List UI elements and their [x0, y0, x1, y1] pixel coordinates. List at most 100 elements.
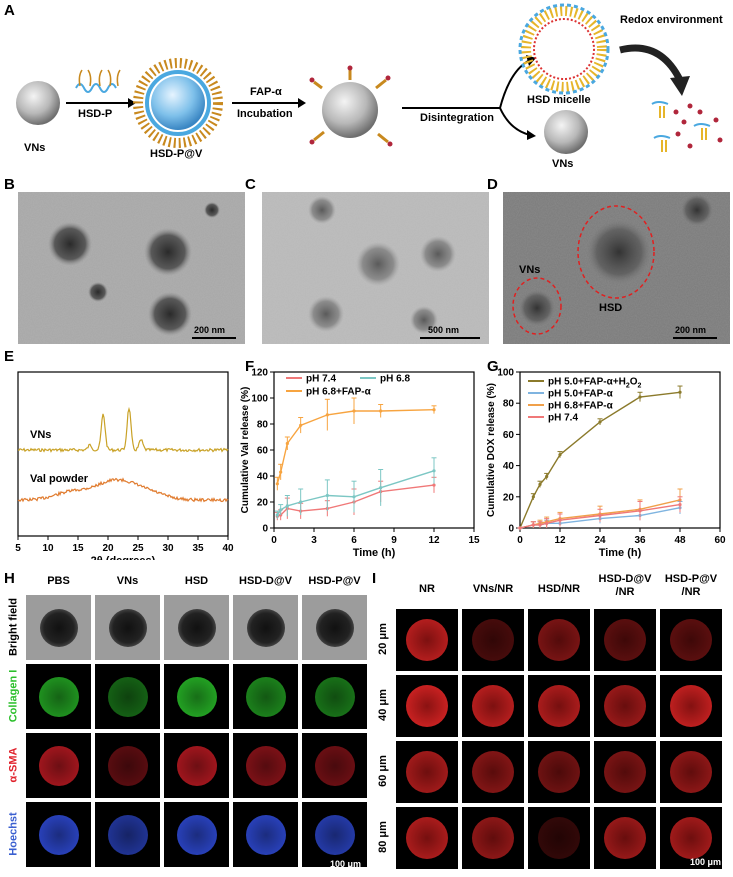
y-tick-label: 120: [251, 368, 268, 379]
y-tick-label: 60: [257, 446, 269, 457]
micrograph: [164, 595, 229, 660]
micrograph: [462, 675, 524, 737]
x-tick-label: 6: [351, 535, 357, 546]
micrograph: [528, 609, 590, 671]
data-point: [638, 395, 642, 399]
col-header: HSD/NR: [528, 583, 590, 596]
data-point: [352, 409, 356, 413]
scale-bar: [694, 869, 716, 871]
micrograph: [594, 741, 656, 803]
data-point: [299, 500, 303, 504]
data-point: [325, 413, 329, 417]
label-hsd-p: HSD-P: [78, 108, 113, 120]
data-point: [531, 523, 535, 527]
y-tick-label: 100: [497, 368, 514, 379]
x-tick-label: 30: [162, 543, 174, 554]
x-tick-label: 12: [428, 535, 440, 546]
x-tick-label: 12: [554, 535, 566, 546]
micrograph: [302, 802, 367, 867]
tem-d-hsd: HSD: [599, 302, 623, 314]
panel-label-g: G: [487, 358, 499, 375]
col-header-line: HSD/NR: [537, 583, 581, 595]
panel-label-d: D: [487, 176, 498, 193]
data-point: [538, 482, 542, 486]
axes-frame: [273, 371, 475, 529]
y-tick-label: 0: [262, 524, 268, 535]
data-point: [285, 504, 289, 508]
col-header: HSD-P@V/NR: [660, 573, 722, 599]
data-point: [598, 513, 602, 518]
x-axis-title: Time (h): [353, 547, 396, 559]
micrograph: [462, 807, 524, 869]
micrograph: [233, 664, 298, 729]
micrograph: [528, 675, 590, 737]
data-point: [285, 441, 289, 446]
micrograph: [660, 741, 722, 803]
x-tick-label: 0: [517, 535, 523, 546]
series-line: [17, 406, 229, 453]
col-header-line: HSD-D@V: [598, 573, 652, 585]
panel-label-e: E: [4, 348, 15, 365]
data-point: [432, 483, 436, 487]
micrograph: [95, 595, 160, 660]
x-tick-label: 3: [311, 535, 317, 546]
scale-bar: [334, 871, 358, 873]
legend-label: pH 6.8+FAP-α: [548, 401, 614, 412]
data-point: [531, 495, 535, 499]
row-label: Collagen I: [7, 669, 19, 722]
micrograph: [26, 802, 91, 867]
vns-particle: [16, 81, 60, 125]
micrograph: [660, 609, 722, 671]
axes-frame: [519, 371, 721, 529]
tem-image-b: 200 nm: [18, 192, 245, 344]
legend-label: pH 5.0+FAP-α+H2O2: [548, 377, 642, 390]
data-point: [432, 408, 436, 412]
panel-i-grid: NR VNs/NR HSD/NR HSD-D@V/NR HSD-P@V/NR 20 μm 4…: [372, 573, 733, 875]
y-tick-label: 20: [503, 492, 515, 503]
label-disintegration: Disintegration: [420, 112, 494, 124]
data-point: [352, 495, 356, 499]
micrograph: [528, 741, 590, 803]
series-line: [17, 477, 229, 503]
scale-b: 200 nm: [194, 325, 226, 335]
x-tick-label: 60: [714, 535, 726, 546]
row-label: Bright field: [7, 597, 19, 656]
scale-label: 100 μm: [690, 857, 722, 867]
schematic-a: [16, 3, 723, 154]
x-tick-label: 36: [634, 535, 646, 546]
micrograph: [462, 609, 524, 671]
x-tick-label: 20: [102, 543, 114, 554]
panel-label-a: A: [4, 2, 15, 19]
tem-image-c: 500 nm: [262, 192, 489, 344]
series-label: VNs: [30, 429, 51, 441]
micrograph: [164, 802, 229, 867]
label-vns: VNs: [24, 142, 46, 154]
x-tick-label: 15: [72, 543, 84, 554]
panel-h-grid: PBS VNs HSD HSD-D@V HSD-P@V Bright field Colla…: [0, 575, 372, 875]
panel-label-c: C: [245, 176, 256, 193]
col-header: PBS: [47, 575, 70, 587]
series-line: [276, 409, 435, 484]
tem-image-d: VNs HSD 200 nm: [503, 192, 730, 344]
row-label: α-SMA: [7, 747, 19, 782]
x-axis-title: Time (h): [599, 547, 642, 559]
scale-d: 200 nm: [675, 325, 707, 335]
x-tick-label: 35: [192, 543, 204, 554]
label-redox: Redox environment: [620, 14, 723, 26]
micrograph: [302, 664, 367, 729]
data-point: [379, 486, 383, 490]
micrograph: [594, 807, 656, 869]
label-hsd-p-v: HSD-P@V: [150, 148, 203, 160]
data-point: [678, 390, 682, 394]
micrograph: [95, 733, 160, 798]
micrograph: [528, 807, 590, 869]
data-point: [279, 508, 283, 512]
x-tick-label: 5: [15, 543, 21, 554]
data-point: [545, 521, 549, 525]
col-header: NR: [396, 583, 458, 596]
chart-e: 5 10 15 20 25 30 35 40 2θ (degrees) VNs Val powder: [15, 371, 234, 560]
x-tick-label: 9: [391, 535, 397, 546]
micrograph: [233, 733, 298, 798]
label-incubation: Incubation: [237, 108, 293, 120]
col-header: HSD-D@V: [239, 575, 292, 587]
